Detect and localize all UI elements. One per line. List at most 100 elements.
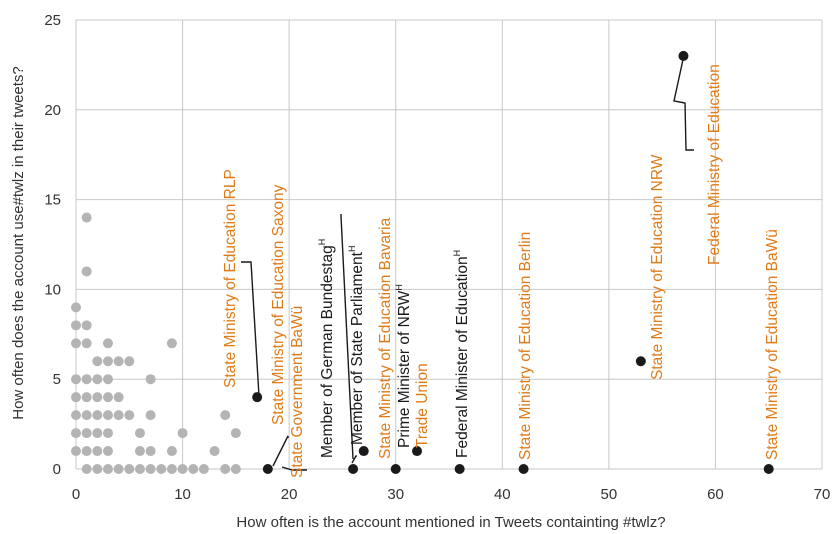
y-tick-label: 15 — [44, 192, 61, 209]
data-point — [71, 320, 81, 331]
annotation-label: Federal Ministry of Education — [706, 64, 723, 265]
data-point-labeled — [678, 50, 689, 61]
data-point — [102, 428, 113, 439]
leader-line — [241, 261, 260, 397]
data-point — [230, 464, 241, 474]
y-tick-label: 5 — [53, 371, 61, 388]
data-point — [102, 356, 113, 367]
data-point — [92, 464, 103, 474]
data-point-labeled — [252, 392, 263, 403]
data-point — [92, 446, 103, 457]
leader-line — [673, 54, 694, 151]
data-point — [134, 464, 145, 474]
data-point — [81, 266, 92, 277]
leader-line — [351, 455, 357, 464]
data-point — [166, 446, 177, 457]
data-point — [124, 410, 135, 421]
annotation-label: State Ministry of Education Berlin — [517, 232, 534, 460]
data-point — [71, 446, 81, 457]
data-point — [81, 464, 92, 474]
data-point — [166, 338, 177, 349]
data-point — [81, 392, 92, 403]
annotation-label: Prime Minister of NRWH — [394, 284, 413, 448]
data-point — [81, 428, 92, 439]
data-point — [188, 464, 199, 474]
annotation-leaders — [241, 54, 694, 471]
data-point-labeled — [390, 464, 401, 474]
data-point — [81, 374, 92, 385]
data-point — [81, 212, 92, 223]
annotation-label: State Government BaWü — [289, 306, 306, 478]
data-point — [177, 464, 188, 474]
y-tick-label: 20 — [44, 102, 61, 119]
data-point — [166, 464, 177, 474]
data-point — [81, 338, 92, 349]
data-point — [92, 374, 103, 385]
data-point-labeled — [348, 464, 359, 474]
data-point — [71, 410, 81, 421]
data-point — [145, 410, 156, 421]
data-point-labeled — [262, 464, 273, 474]
data-point — [145, 464, 156, 474]
y-tick-label: 25 — [44, 12, 61, 29]
x-tick-label: 30 — [387, 486, 404, 503]
annotation-label: Federal Minister of EducationH — [452, 250, 471, 458]
data-point — [198, 464, 209, 474]
x-axis: 0 10 20 30 40 50 60 70 — [72, 486, 831, 503]
data-point — [124, 464, 135, 474]
annotation-label: State Ministry of Education RLP — [222, 169, 239, 388]
data-point-labeled — [763, 464, 774, 474]
data-point — [102, 410, 113, 421]
data-point — [92, 356, 103, 367]
annotations: State Ministry of Education RLP State Min… — [222, 64, 781, 478]
annotation-label: State Ministry of Education NRW — [649, 154, 666, 380]
data-point — [134, 428, 145, 439]
data-point — [71, 428, 81, 439]
x-tick-label: 20 — [281, 486, 298, 503]
data-point — [81, 320, 92, 331]
data-point — [71, 374, 81, 385]
data-point — [230, 428, 241, 439]
data-point-labeled — [635, 356, 646, 367]
y-axis-title: How often does the account use#twlz in t… — [10, 66, 27, 420]
data-point — [209, 446, 220, 457]
data-point — [220, 464, 231, 474]
data-point — [124, 356, 135, 367]
data-point — [71, 392, 81, 403]
data-point — [102, 464, 113, 474]
data-point — [113, 356, 124, 367]
y-axis: 0 5 10 15 20 25 — [44, 12, 61, 478]
x-axis-title: How often is the account mentioned in Tw… — [236, 514, 665, 531]
data-point — [145, 374, 156, 385]
annotation-label: State Ministry of Education Bavaria — [377, 217, 394, 459]
annotation-label: State Ministry of Education BaWü — [764, 229, 781, 460]
data-point — [113, 392, 124, 403]
x-tick-label: 60 — [707, 486, 724, 503]
x-tick-label: 70 — [814, 486, 831, 503]
data-point — [92, 410, 103, 421]
data-point — [102, 446, 113, 457]
data-point — [71, 338, 81, 349]
leader-line — [272, 435, 289, 467]
grid — [75, 19, 823, 470]
y-tick-label: 10 — [44, 281, 61, 298]
data-point — [92, 392, 103, 403]
data-point — [102, 338, 113, 349]
annotation-label: Member of German BundestagH — [317, 239, 336, 458]
data-point — [156, 464, 167, 474]
x-tick-label: 40 — [494, 486, 511, 503]
data-point — [177, 428, 188, 439]
data-point — [81, 446, 92, 457]
x-tick-label: 0 — [72, 486, 80, 503]
data-point — [134, 446, 145, 457]
data-point — [102, 392, 113, 403]
data-points — [71, 50, 774, 474]
annotation-label: State Ministry of Education Saxony — [270, 184, 287, 425]
data-point-labeled — [518, 464, 529, 474]
y-tick-label: 0 — [53, 461, 61, 478]
data-point — [81, 410, 92, 421]
data-point-labeled — [412, 446, 423, 457]
data-point — [71, 302, 81, 313]
data-point — [113, 410, 124, 421]
